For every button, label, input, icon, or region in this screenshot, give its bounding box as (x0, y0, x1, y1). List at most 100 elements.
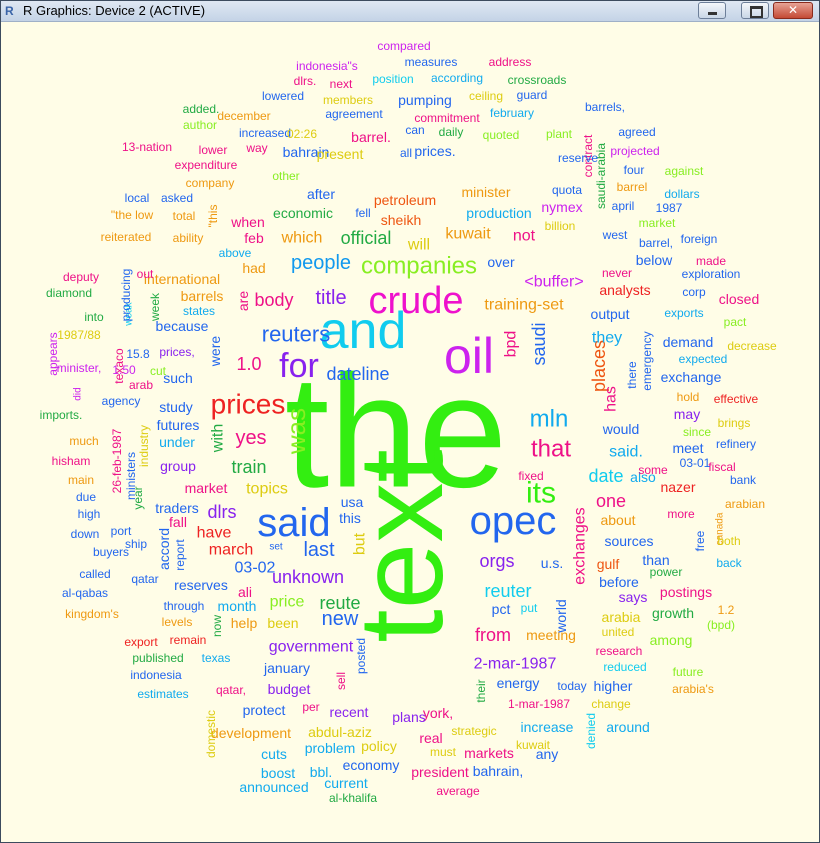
cloud-word: down (71, 527, 100, 541)
cloud-word: 1987 (656, 201, 683, 215)
cloud-word: crude (368, 280, 463, 322)
cloud-word: but (352, 532, 369, 555)
cloud-word: energy (497, 675, 540, 691)
cloud-word: qatar (131, 572, 158, 586)
cloud-word: companies (361, 253, 477, 280)
cloud-word: dlrs (207, 502, 236, 522)
cloud-word: orgs (479, 551, 514, 571)
cloud-word: president (411, 764, 469, 780)
cloud-word: which (281, 230, 323, 247)
cloud-word: new (322, 608, 359, 630)
cloud-word: levels (162, 615, 193, 629)
cloud-word: says (619, 589, 648, 605)
cloud-word: government (269, 639, 354, 656)
cloud-word: kuwait (445, 226, 491, 243)
cloud-word: research (596, 644, 643, 658)
cloud-word: pumping (398, 92, 452, 108)
cloud-word: bpd (503, 331, 520, 358)
cloud-word: dateline (326, 364, 389, 384)
cloud-word: official (341, 228, 392, 248)
cloud-word: al-khalifa (329, 791, 377, 805)
cloud-word: fell (355, 206, 370, 220)
cloud-word: emergency (640, 331, 654, 390)
cloud-word: measures (405, 55, 458, 69)
cloud-word: economic (273, 205, 333, 221)
cloud-word: compared (377, 39, 430, 53)
cloud-word: indonesia (130, 668, 182, 682)
cloud-word: exchange (661, 369, 722, 385)
cloud-word: reuters (262, 322, 330, 347)
cloud-word: imports. (40, 408, 83, 422)
cloud-word: usa (341, 494, 364, 510)
cloud-word: future (673, 665, 704, 679)
cloud-word: asked (161, 191, 193, 205)
cloud-word: recent (330, 704, 369, 720)
cloud-word: crossroads (508, 73, 567, 87)
cloud-word: among (650, 632, 693, 648)
cloud-word: bbl. (310, 764, 333, 780)
cloud-word: been (267, 615, 298, 631)
cloud-word: four (624, 163, 645, 177)
cloud-word: year (131, 486, 145, 509)
cloud-word: corp (682, 285, 706, 299)
cloud-word: futures (157, 417, 200, 433)
cloud-word: yes (235, 427, 266, 449)
cloud-word: analysts (599, 282, 650, 298)
cloud-word: refinery (716, 437, 756, 451)
cloud-word: denied (584, 713, 598, 749)
cloud-word: main (68, 473, 94, 487)
r-app-icon: R (5, 4, 14, 18)
cloud-word: unknown (272, 567, 344, 587)
cloud-word: production (466, 205, 531, 221)
maximize-button[interactable] (741, 2, 769, 19)
cloud-word: way (245, 141, 267, 155)
cloud-word: barrels (181, 288, 224, 304)
close-icon: ✕ (787, 3, 799, 17)
cloud-word: its (526, 477, 556, 510)
cloud-word: average (436, 784, 480, 798)
cloud-word: 13-nation (122, 140, 172, 154)
cloud-word: kuwait (516, 738, 551, 752)
cloud-word: barrel (617, 180, 648, 194)
cloud-word: have (197, 525, 232, 542)
cloud-word: into (84, 310, 104, 324)
cloud-word: report (173, 539, 187, 571)
cloud-word: appears (46, 332, 60, 375)
cloud-word: bahrain, (473, 763, 524, 779)
cloud-word: mln (530, 406, 569, 433)
cloud-word: port (111, 524, 132, 538)
close-button[interactable]: ✕ (773, 2, 813, 19)
cloud-word: increased (239, 126, 291, 140)
cloud-word: sources (604, 533, 653, 549)
cloud-word: exports (664, 306, 703, 320)
cloud-word: estimates (137, 687, 188, 701)
minimize-button[interactable] (698, 2, 726, 19)
cloud-word: ability (173, 231, 204, 245)
cloud-word: effective (714, 392, 759, 406)
cloud-word: opec (470, 499, 557, 543)
cloud-word: made (696, 254, 726, 268)
cloud-word: oil (444, 328, 494, 384)
cloud-word: daily (439, 125, 464, 139)
cloud-word: bank (730, 473, 757, 487)
cloud-word: train (231, 457, 266, 477)
cloud-word: after (307, 186, 335, 202)
cloud-word: expected (679, 352, 728, 366)
cloud-word: change (591, 697, 631, 711)
cloud-word: other (272, 169, 299, 183)
cloud-word: added. (183, 102, 220, 116)
cloud-word: sheikh (381, 212, 421, 228)
cloud-word: reserves (174, 577, 228, 593)
cloud-word: any (536, 746, 559, 762)
title-bar[interactable]: R R Graphics: Device 2 (ACTIVE) ✕ (1, 1, 819, 22)
cloud-word: commitment (414, 111, 480, 125)
cloud-word: feb (244, 230, 264, 246)
cloud-word: study (159, 399, 192, 415)
cloud-word: not (513, 228, 536, 245)
cloud-word: nazer (660, 479, 695, 495)
cloud-word: was (281, 408, 311, 455)
cloud-word: price (270, 594, 305, 611)
cloud-word: u.s. (541, 555, 564, 571)
cloud-word: published (132, 651, 183, 665)
cloud-word: decrease (727, 339, 777, 353)
